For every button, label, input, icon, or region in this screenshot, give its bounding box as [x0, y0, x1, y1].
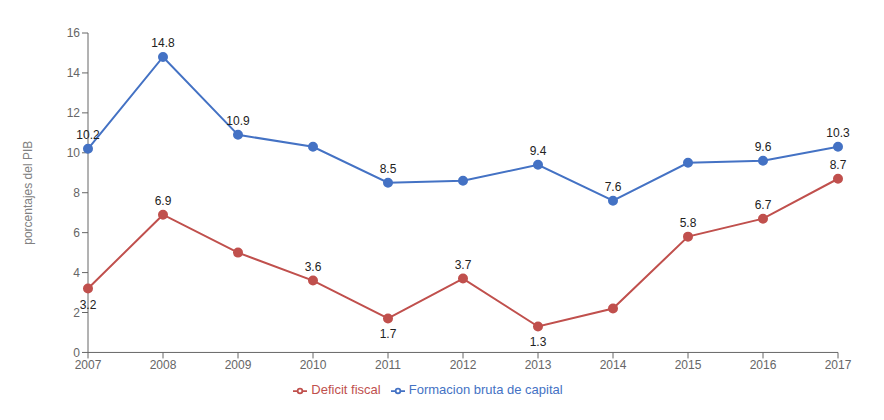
- svg-text:10.3: 10.3: [826, 126, 850, 140]
- svg-text:5.8: 5.8: [680, 216, 697, 230]
- svg-text:8.5: 8.5: [380, 162, 397, 176]
- svg-text:3.6: 3.6: [305, 260, 322, 274]
- svg-text:2009: 2009: [225, 358, 252, 372]
- svg-text:16: 16: [67, 26, 81, 40]
- svg-text:6: 6: [73, 226, 80, 240]
- svg-text:1.7: 1.7: [380, 327, 397, 341]
- svg-text:6.7: 6.7: [755, 198, 772, 212]
- svg-text:10.9: 10.9: [226, 114, 250, 128]
- svg-text:4: 4: [73, 266, 80, 280]
- html-text:Formacion bruta de capital: Formacion bruta de capital: [408, 382, 563, 398]
- svg-text:0: 0: [73, 346, 80, 360]
- svg-text:2013: 2013: [525, 358, 552, 372]
- svg-text:2012: 2012: [450, 358, 477, 372]
- svg-text:6.9: 6.9: [155, 194, 172, 208]
- svg-text:2014: 2014: [600, 358, 627, 372]
- svg-text:14: 14: [67, 66, 81, 80]
- svg-text:9.4: 9.4: [530, 144, 547, 158]
- svg-text:1.3: 1.3: [530, 335, 547, 349]
- svg-text:8.7: 8.7: [830, 158, 847, 172]
- svg-text:3.2: 3.2: [80, 298, 97, 312]
- svg-text:14.8: 14.8: [151, 36, 175, 50]
- svg-text:12: 12: [67, 106, 81, 120]
- svg-text:2016: 2016: [750, 358, 777, 372]
- svg-text:10: 10: [67, 146, 81, 160]
- svg-text:3.7: 3.7: [455, 258, 472, 272]
- svg-text:2008: 2008: [150, 358, 177, 372]
- svg-text:2007: 2007: [75, 358, 102, 372]
- svg-text:2011: 2011: [375, 358, 401, 372]
- html-text:Deficit fiscal: Deficit fiscal: [311, 382, 381, 398]
- svg-text:7.6: 7.6: [605, 180, 622, 194]
- svg-text:10.2: 10.2: [76, 128, 100, 142]
- svg-text:2015: 2015: [675, 358, 702, 372]
- svg-text:2010: 2010: [300, 358, 327, 372]
- svg-text:2017: 2017: [825, 358, 852, 372]
- svg-text:8: 8: [73, 186, 80, 200]
- svg-text:porcentajes del PIB: porcentajes del PIB: [21, 141, 35, 245]
- svg-text:9.6: 9.6: [755, 140, 772, 154]
- svg-text:2: 2: [73, 305, 80, 320]
